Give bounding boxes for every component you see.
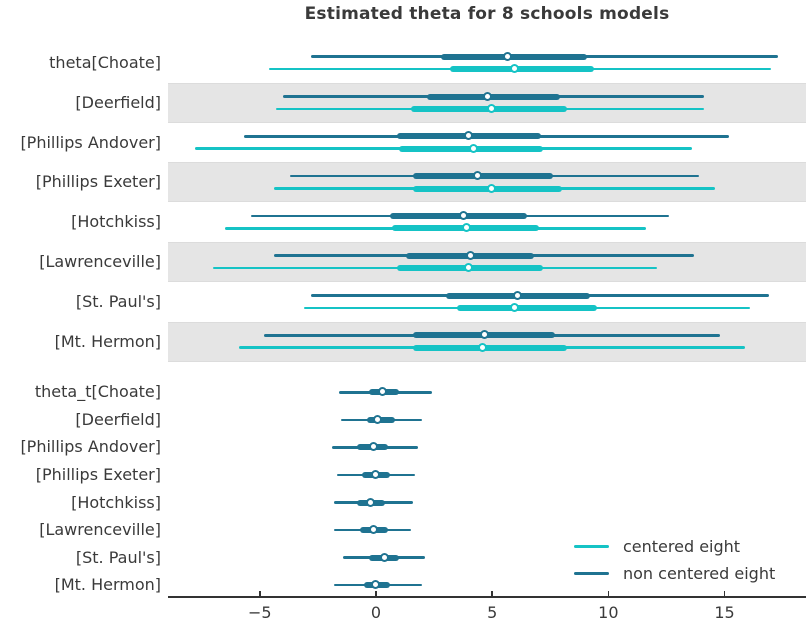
row-label: [Mt. Hermon] — [54, 575, 161, 595]
row-label: [Hotchkiss] — [71, 212, 161, 232]
row-label: [Phillips Andover] — [20, 132, 161, 152]
legend-line-non-centered-eight-icon — [574, 572, 609, 575]
legend-label-non-centered-eight: non centered eight — [623, 564, 776, 583]
row-label: theta[Choate] — [49, 52, 161, 72]
x-axis-tick-mark — [259, 590, 261, 597]
point-estimate-marker — [480, 330, 490, 340]
row-label: theta_t[Choate] — [34, 382, 161, 402]
legend-label-centered-eight: centered eight — [623, 537, 741, 556]
point-estimate-marker — [368, 442, 378, 452]
credible-interval-inner — [450, 66, 595, 73]
row-shading-band — [168, 162, 806, 203]
row-label: [Phillips Andover] — [20, 437, 161, 457]
row-label: [Hotchkiss] — [71, 492, 161, 512]
point-estimate-marker — [487, 183, 497, 193]
point-estimate-marker — [463, 131, 473, 141]
point-estimate-marker — [482, 91, 492, 101]
x-axis-tick-label: 5 — [487, 603, 498, 622]
credible-interval-inner — [457, 304, 597, 311]
point-estimate-marker — [459, 210, 469, 220]
point-estimate-marker — [503, 51, 513, 61]
point-estimate-marker — [512, 290, 522, 300]
point-estimate-marker — [463, 263, 473, 273]
row-label: [Phillips Exeter] — [35, 464, 161, 484]
row-shading-band — [168, 321, 806, 362]
legend-item-centered-eight: centered eight — [574, 533, 775, 560]
x-axis-tick-mark — [607, 590, 610, 597]
x-axis-tick-mark — [375, 590, 377, 597]
row-label: [Deerfield] — [75, 92, 161, 112]
point-estimate-marker — [510, 64, 520, 74]
point-estimate-marker — [366, 497, 376, 507]
point-estimate-marker — [510, 302, 520, 312]
point-estimate-marker — [371, 469, 380, 479]
legend-item-non-centered-eight: non centered eight — [574, 560, 775, 587]
x-axis-tick-label: 0 — [370, 603, 382, 622]
row-shading-band — [168, 82, 806, 123]
row-label: [St. Paul's] — [75, 547, 161, 567]
credible-interval-inner — [413, 173, 553, 180]
point-estimate-marker — [373, 414, 383, 424]
row-label: [Phillips Exeter] — [35, 172, 161, 192]
point-estimate-marker — [473, 171, 483, 181]
x-axis-tick-mark — [723, 590, 726, 597]
x-axis-tick-label: −5 — [248, 603, 272, 622]
credible-interval-inner — [413, 344, 567, 351]
x-axis-tick-mark — [491, 590, 493, 597]
point-estimate-marker — [377, 387, 387, 397]
row-label: [Mt. Hermon] — [54, 331, 161, 351]
point-estimate-marker — [487, 103, 497, 113]
point-estimate-marker — [477, 342, 487, 352]
credible-interval-inner — [389, 212, 528, 219]
row-label: [Lawrenceville] — [39, 251, 161, 271]
credible-interval-inner — [427, 93, 560, 100]
row-label: [St. Paul's] — [75, 291, 161, 311]
legend: centered eight non centered eight — [574, 533, 775, 587]
row-label: [Lawrenceville] — [39, 520, 161, 540]
point-estimate-marker — [368, 525, 378, 535]
chart-title: Estimated theta for 8 schools models — [304, 4, 670, 24]
row-label: [Deerfield] — [75, 409, 161, 429]
legend-line-centered-eight-icon — [574, 545, 609, 548]
point-estimate-marker — [380, 552, 390, 562]
point-estimate-marker — [371, 580, 380, 590]
point-estimate-marker — [468, 143, 478, 153]
point-estimate-marker — [461, 223, 471, 233]
x-axis-tick-label: 15 — [714, 603, 735, 622]
x-axis-tick-label: 10 — [598, 603, 619, 622]
credible-interval-inner — [441, 53, 588, 60]
x-axis-line — [168, 596, 806, 598]
point-estimate-marker — [466, 250, 476, 260]
row-shading-band — [168, 241, 806, 282]
